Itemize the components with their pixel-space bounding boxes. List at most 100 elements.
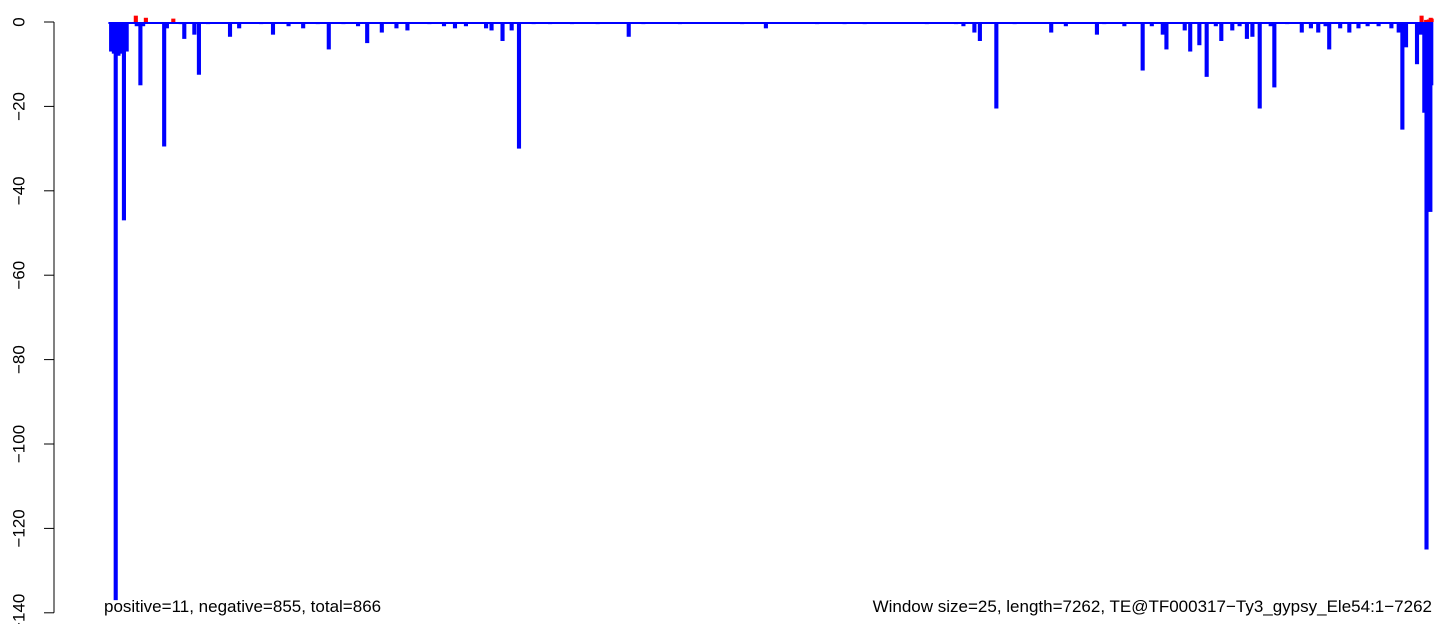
negative-bar — [1396, 22, 1401, 33]
negative-bar — [1428, 22, 1433, 212]
negative-bar — [1327, 22, 1332, 50]
negative-bar — [548, 22, 553, 25]
negative-bar — [954, 22, 959, 25]
negative-bar — [463, 22, 469, 27]
negative-bar — [1164, 22, 1169, 50]
negative-bar — [1308, 22, 1313, 29]
negative-bar — [994, 22, 999, 109]
negative-bar — [1012, 22, 1017, 25]
negative-bar — [1338, 22, 1343, 29]
y-tick-label: 0 — [9, 17, 28, 26]
negative-bar — [1237, 22, 1242, 27]
positive-bar — [171, 18, 176, 22]
negative-bar — [1376, 22, 1381, 27]
negative-bar — [301, 22, 306, 29]
negative-bar — [259, 22, 264, 25]
negative-bar — [569, 22, 575, 25]
negative-bar — [196, 22, 201, 75]
negative-bar — [626, 22, 631, 37]
y-tick-label: −120 — [9, 509, 28, 547]
negative-bar — [1424, 22, 1429, 550]
negative-bar — [1400, 22, 1405, 130]
positive-bar — [143, 17, 148, 22]
negative-bar — [862, 22, 867, 25]
negative-bar — [1063, 22, 1068, 27]
negative-bar — [121, 22, 126, 221]
negative-bar — [394, 22, 399, 29]
negative-bar — [1323, 22, 1328, 27]
negative-bar — [379, 22, 384, 33]
negative-bar — [677, 22, 682, 25]
negative-bar — [164, 22, 169, 29]
negative-bar — [1149, 22, 1154, 27]
negative-bar — [441, 22, 447, 27]
footer-left-summary: positive=11, negative=855, total=866 — [104, 597, 381, 616]
positive-bar — [1424, 19, 1429, 22]
negative-bar — [961, 22, 966, 27]
negative-bar — [595, 22, 600, 25]
negative-bar — [531, 22, 536, 25]
negative-bar — [1140, 22, 1145, 71]
negative-bar — [286, 22, 291, 27]
negative-bar — [641, 22, 646, 25]
negative-bar — [489, 22, 494, 31]
negative-bar — [113, 22, 118, 601]
negative-bar — [1356, 22, 1361, 29]
y-tick-label: −100 — [9, 425, 28, 463]
negative-bar — [740, 22, 745, 25]
negative-bar — [763, 22, 768, 29]
positive-bar — [1419, 15, 1424, 22]
negative-bar — [1250, 22, 1255, 37]
negative-bar — [516, 22, 522, 149]
negative-bar — [1213, 22, 1218, 27]
negative-bar — [1204, 22, 1209, 77]
negative-bar — [1049, 22, 1054, 33]
negative-bar — [182, 22, 187, 39]
negative-bar — [1160, 22, 1165, 35]
negative-bar — [500, 22, 505, 41]
negative-bar — [1389, 22, 1394, 29]
negative-bar — [1347, 22, 1352, 33]
y-tick-label: −20 — [9, 92, 28, 121]
y-axis: 0 −20 −40 −60 −80 −100 −120 −140 — [9, 17, 55, 624]
negative-bar — [1272, 22, 1277, 88]
negative-bar — [326, 22, 331, 50]
negative-bar — [427, 22, 432, 25]
negative-bar — [1418, 22, 1423, 35]
negative-bar — [1244, 22, 1249, 39]
negative-bar — [227, 22, 233, 37]
positive-bar — [133, 15, 138, 22]
negative-bar — [1285, 22, 1290, 25]
negative-bar — [484, 22, 489, 29]
negative-bar — [178, 22, 183, 25]
y-tick-label: −60 — [9, 261, 28, 290]
negative-bar — [405, 22, 410, 31]
negative-bar — [924, 22, 929, 25]
negative-bar — [815, 22, 820, 25]
negative-bar — [116, 22, 121, 56]
negative-bar — [1197, 22, 1202, 46]
y-tick-label: −80 — [9, 345, 28, 374]
negative-bar — [1188, 22, 1193, 52]
negative-bar — [1429, 22, 1434, 86]
negative-bar — [134, 22, 139, 27]
negative-bar — [119, 22, 124, 54]
negative-bar — [1230, 22, 1235, 31]
negative-bar — [1316, 22, 1321, 33]
negative-bar — [1094, 22, 1099, 35]
negative-bar — [1403, 22, 1409, 48]
negative-bar — [1422, 22, 1427, 113]
negative-bar — [509, 22, 514, 31]
negative-bar — [270, 22, 276, 35]
negative-bar — [192, 22, 197, 35]
negative-bar — [1268, 22, 1273, 27]
negative-bar — [977, 22, 982, 41]
negative-bar — [1365, 22, 1370, 27]
negative-bar — [162, 22, 167, 147]
negative-bar — [1257, 22, 1262, 109]
positive-bar — [1429, 18, 1434, 22]
negative-bar — [1102, 22, 1107, 25]
negative-bar — [452, 22, 458, 29]
y-tick-label: −40 — [9, 176, 28, 205]
